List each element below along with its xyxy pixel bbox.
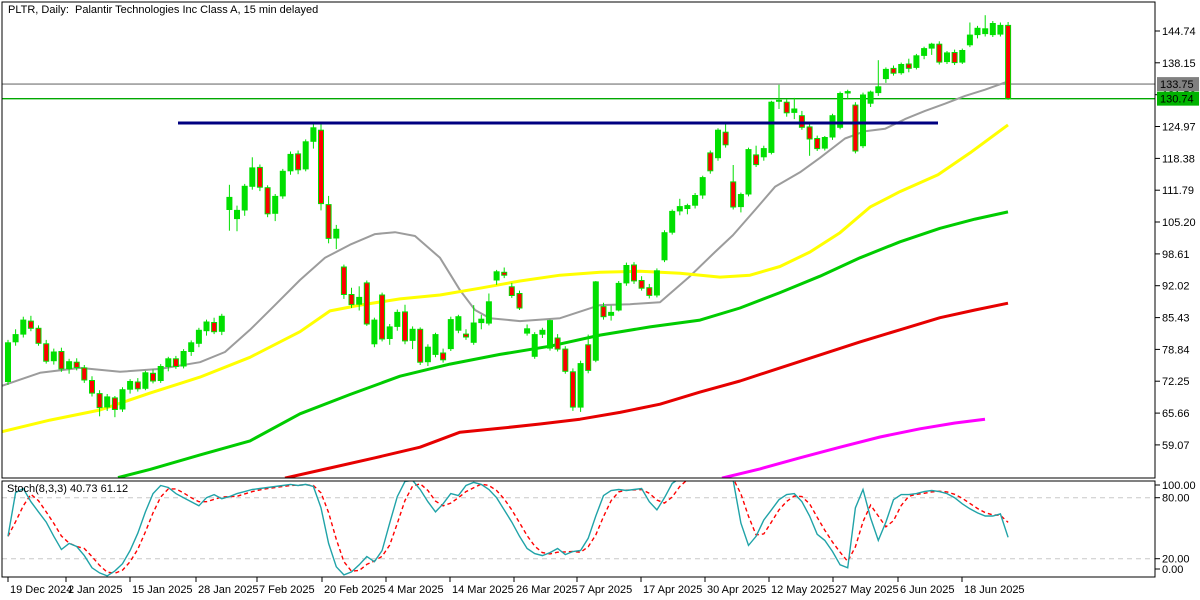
- svg-text:133.75: 133.75: [1160, 79, 1194, 91]
- svg-text:14 Mar 2025: 14 Mar 2025: [452, 584, 514, 596]
- svg-text:118.38: 118.38: [1162, 153, 1195, 165]
- svg-text:4 Mar 2025: 4 Mar 2025: [388, 584, 444, 596]
- svg-text:59.07: 59.07: [1162, 440, 1190, 452]
- stoch-d-value: 61.12: [100, 483, 129, 495]
- svg-text:20 Feb 2025: 20 Feb 2025: [324, 584, 386, 596]
- svg-text:6 Jun 2025: 6 Jun 2025: [900, 584, 954, 596]
- svg-text:98.61: 98.61: [1162, 249, 1190, 261]
- svg-text:124.97: 124.97: [1162, 122, 1196, 134]
- svg-text:2 Jan 2025: 2 Jan 2025: [68, 584, 122, 596]
- ma-green: [117, 210, 1009, 478]
- svg-text:20.00: 20.00: [1162, 554, 1190, 566]
- stochastic-indicator-label: Stoch(8,3,3) 40.73 61.12: [7, 483, 128, 496]
- main-pane-border: [1, 1, 1156, 479]
- svg-text:85.43: 85.43: [1162, 313, 1190, 325]
- stoch-name: Stoch(8,3,3): [7, 483, 67, 495]
- price-axis: 144.74138.15131.56124.97118.38111.79105.…: [1155, 26, 1199, 452]
- svg-text:111.79: 111.79: [1162, 185, 1194, 197]
- svg-text:138.15: 138.15: [1162, 58, 1196, 70]
- stoch-k-value: 40.73: [69, 483, 98, 495]
- svg-text:30 Apr 2025: 30 Apr 2025: [707, 584, 766, 596]
- svg-text:18 Jun 2025: 18 Jun 2025: [964, 584, 1025, 596]
- svg-text:78.84: 78.84: [1162, 344, 1190, 356]
- stoch-k-main-line: [7, 481, 1009, 577]
- main-pane[interactable]: [2, 2, 1155, 478]
- svg-text:15 Jan 2025: 15 Jan 2025: [132, 584, 193, 596]
- svg-text:12 May 2025: 12 May 2025: [771, 584, 835, 596]
- svg-text:105.20: 105.20: [1162, 217, 1196, 229]
- svg-text:92.02: 92.02: [1162, 281, 1190, 293]
- svg-text:130.74: 130.74: [1160, 94, 1194, 106]
- ma-yellow: [2, 123, 1009, 434]
- svg-text:72.25: 72.25: [1162, 376, 1190, 388]
- svg-text:100.00: 100.00: [1162, 480, 1196, 492]
- bid-price-box: 133.75: [1157, 77, 1199, 92]
- stoch-d-signal-line: [7, 481, 1009, 574]
- green-level-price-box: 130.74: [1157, 91, 1199, 106]
- stoch-pane-border: [1, 480, 1156, 578]
- svg-text:7 Apr 2025: 7 Apr 2025: [579, 584, 632, 596]
- svg-text:7 Feb 2025: 7 Feb 2025: [259, 584, 315, 596]
- svg-text:28 Jan 2025: 28 Jan 2025: [198, 584, 259, 596]
- svg-text:27 May 2025: 27 May 2025: [835, 584, 899, 596]
- svg-text:65.66: 65.66: [1162, 408, 1190, 420]
- stochastic-pane[interactable]: [2, 477, 1155, 577]
- svg-text:144.74: 144.74: [1162, 26, 1196, 38]
- svg-text:19 Dec 2024: 19 Dec 2024: [10, 584, 72, 596]
- candles-layer: [5, 15, 1012, 418]
- svg-text:80.00: 80.00: [1162, 493, 1190, 505]
- ma-magenta: [721, 417, 986, 478]
- ma-gray-fast: [2, 80, 1009, 387]
- svg-text:26 Mar 2025: 26 Mar 2025: [516, 584, 578, 596]
- chart-title: PLTR, Daily: Palantir Technologies Inc C…: [8, 4, 319, 16]
- svg-text:0.00: 0.00: [1162, 564, 1183, 576]
- ma-red: [284, 301, 1009, 478]
- svg-text:17 Apr 2025: 17 Apr 2025: [643, 584, 702, 596]
